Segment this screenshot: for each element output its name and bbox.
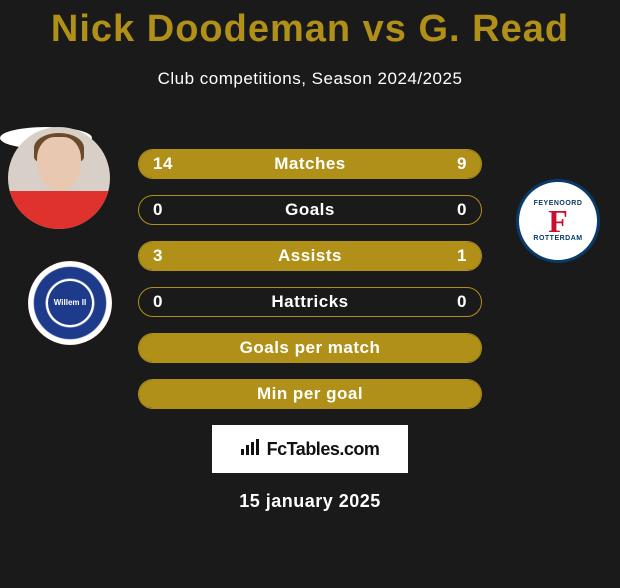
stat-row-hattricks: 0 0 Hattricks xyxy=(138,287,482,317)
fctables-text: FcTables.com xyxy=(267,439,380,460)
stat-row-goals: 0 0 Goals xyxy=(138,195,482,225)
stat-right-value: 1 xyxy=(457,246,467,266)
page-title: Nick Doodeman vs G. Read xyxy=(0,8,620,51)
fctables-badge: FcTables.com xyxy=(212,425,408,473)
club-left-badge: Willem II xyxy=(28,261,112,345)
club-right-monogram: F xyxy=(548,207,568,236)
club-right-badge: FEYENOORD F ROTTERDAM xyxy=(516,179,600,263)
stat-row-assists: 3 1 Assists xyxy=(138,241,482,271)
stat-label: Assists xyxy=(278,246,342,266)
stat-label: Goals xyxy=(285,200,335,220)
stat-bars: 14 9 Matches 0 0 Goals 3 1 Assists 0 0 Hattricks Goa… xyxy=(138,149,482,409)
player-head xyxy=(37,137,81,191)
stat-label: Matches xyxy=(274,154,346,174)
chart-icon xyxy=(241,439,261,460)
stat-left-value: 0 xyxy=(153,292,163,312)
stat-right-value: 9 xyxy=(457,154,467,174)
stat-label: Hattricks xyxy=(271,292,348,312)
date: 15 january 2025 xyxy=(0,491,620,512)
stat-label: Goals per match xyxy=(240,338,381,358)
player-shirt xyxy=(8,191,110,229)
stat-left-value: 3 xyxy=(153,246,163,266)
stat-fill-right xyxy=(396,242,482,270)
club-left-label: Willem II xyxy=(48,281,92,325)
stat-row-matches: 14 9 Matches xyxy=(138,149,482,179)
stat-left-value: 0 xyxy=(153,200,163,220)
stat-fill-left xyxy=(139,242,396,270)
stat-right-value: 0 xyxy=(457,292,467,312)
stat-left-value: 14 xyxy=(153,154,173,174)
stat-row-min-per-goal: Min per goal xyxy=(138,379,482,409)
comparison-block: Willem II FEYENOORD F ROTTERDAM 14 9 Match… xyxy=(0,127,620,409)
club-right-city: ROTTERDAM xyxy=(533,235,582,242)
player-left-photo xyxy=(8,127,110,229)
subtitle: Club competitions, Season 2024/2025 xyxy=(0,69,620,89)
stat-row-goals-per-match: Goals per match xyxy=(138,333,482,363)
stat-right-value: 0 xyxy=(457,200,467,220)
stat-label: Min per goal xyxy=(257,384,363,404)
